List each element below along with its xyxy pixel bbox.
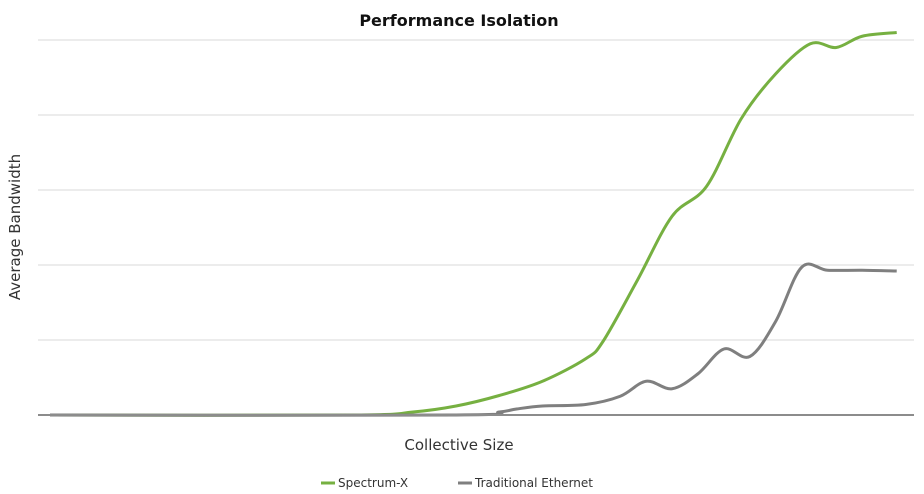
y-axis-label: Average Bandwidth: [6, 154, 24, 300]
legend: Spectrum-X Traditional Ethernet: [321, 476, 593, 490]
series-line-spectrum-x: [49, 31, 897, 417]
x-axis-label: Collective Size: [404, 436, 513, 454]
series-lines: [49, 31, 897, 417]
legend-label-spectrum-x: Spectrum-X: [338, 476, 408, 490]
legend-label-traditional-ethernet: Traditional Ethernet: [474, 476, 593, 490]
series-line-traditional-ethernet: [49, 262, 897, 417]
gridlines: [38, 39, 914, 341]
chart-title: Performance Isolation: [359, 11, 558, 30]
